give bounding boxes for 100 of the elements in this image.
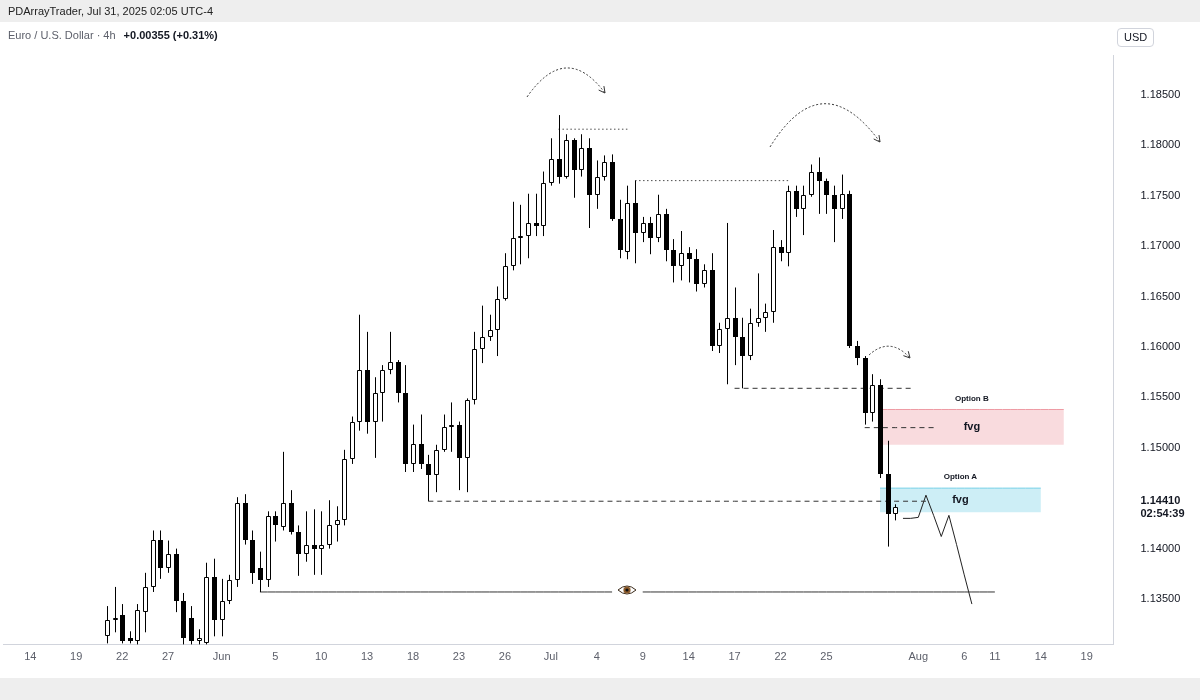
candlestick <box>488 314 493 342</box>
candlestick <box>702 263 707 288</box>
candlestick <box>557 114 562 185</box>
candlestick <box>656 194 661 243</box>
chart-title: Euro / U.S. Dollar · 4h <box>8 29 116 41</box>
x-tick-label: 19 <box>1080 650 1093 663</box>
x-tick-label: 6 <box>961 650 968 663</box>
candlestick <box>679 230 684 281</box>
candlestick <box>817 156 822 215</box>
candlestick <box>258 551 263 593</box>
candlestick <box>595 159 600 210</box>
candlestick <box>465 397 470 493</box>
y-tick-label: 1.16500 <box>1140 289 1181 302</box>
x-tick-label: 19 <box>70 650 83 663</box>
y-tick-label: 1.15500 <box>1140 390 1181 403</box>
x-tick-label: Jun <box>212 650 231 663</box>
candlestick <box>151 529 156 593</box>
chart-subtitle: +0.00355 (+0.31%) <box>123 29 218 41</box>
x-tick-label: 13 <box>361 650 374 663</box>
text: PDArrayTrader, Jul 31, 2025 02:05 UTC-4 <box>8 5 214 17</box>
candlestick <box>602 154 607 182</box>
candlestick <box>342 449 347 526</box>
candlestick <box>266 510 271 588</box>
x-tick-label: 26 <box>498 650 512 663</box>
candlestick <box>380 364 385 423</box>
candlestick <box>870 373 875 423</box>
candlestick <box>357 314 362 432</box>
x-tick-label: Jul <box>543 650 558 663</box>
y-tick-label: 1.18500 <box>1140 87 1181 100</box>
candlestick <box>840 174 845 220</box>
series-label: fvg <box>963 420 981 433</box>
candlestick <box>809 163 814 198</box>
candlestick <box>771 229 776 324</box>
candlestick <box>319 510 324 576</box>
candlestick <box>143 572 148 633</box>
candlestick <box>495 285 500 357</box>
candlestick <box>273 510 278 543</box>
candlestick <box>763 303 768 333</box>
candlestick <box>541 171 546 237</box>
candlestick <box>442 414 447 453</box>
x-tick-label: 14 <box>682 650 695 663</box>
candlestick <box>786 185 791 267</box>
candlestick <box>779 239 784 262</box>
candlestick <box>641 216 646 243</box>
candlestick <box>135 603 140 645</box>
candlestick <box>748 308 753 361</box>
y-axis-title: USD <box>1117 28 1155 47</box>
candlestick <box>717 322 722 354</box>
annotation: Option B <box>954 393 989 403</box>
series-label: fvg <box>952 493 969 506</box>
candlestick <box>327 499 332 550</box>
candlestick <box>725 222 730 385</box>
candlestick <box>388 331 393 375</box>
candlestick <box>526 193 531 259</box>
candlestick <box>549 137 554 187</box>
x-tick-label: Aug <box>908 650 929 663</box>
candlestick <box>534 193 539 237</box>
candlestick <box>564 133 569 180</box>
candlestick <box>472 331 477 405</box>
y-tick-label: 1.13500 <box>1140 592 1181 605</box>
candlestick <box>687 246 692 283</box>
y-tick-label: 1.18000 <box>1140 138 1181 151</box>
candlestick <box>335 505 340 543</box>
candlestick <box>304 510 309 563</box>
candlestick <box>426 454 431 502</box>
x-tick-label: 5 <box>272 650 279 663</box>
candlestick <box>235 496 240 588</box>
candlestick <box>480 305 485 364</box>
x-tick-label: 14 <box>1034 650 1047 663</box>
x-tick-label: 11 <box>989 650 1001 663</box>
candlestick <box>518 204 523 265</box>
candlestick <box>756 272 761 328</box>
y-tick-label: 1.14410 02:54:39 <box>1140 493 1185 519</box>
candlestick <box>832 185 837 243</box>
candlestick <box>350 416 355 465</box>
x-tick-label: 14 <box>24 650 37 663</box>
candlestick <box>801 185 806 236</box>
candlestick <box>625 185 630 260</box>
x-tick-label: 25 <box>820 650 833 663</box>
candlestick <box>227 574 232 605</box>
x-tick-label: 10 <box>315 650 328 663</box>
x-tick-label: 17 <box>728 650 741 663</box>
candlestick <box>312 508 317 576</box>
candlestick <box>105 605 110 644</box>
annotation: Option A <box>943 472 978 482</box>
x-tick-label: 22 <box>774 650 787 663</box>
y-tick-label: 1.16000 <box>1140 340 1181 353</box>
y-tick-label: 1.17500 <box>1140 188 1181 201</box>
candlestick <box>579 133 584 178</box>
candlestick <box>411 424 416 473</box>
candlestick <box>281 451 286 531</box>
candlestick <box>166 540 171 574</box>
x-tick-label: 18 <box>406 650 420 663</box>
y-tick-label: 1.15000 <box>1140 440 1181 453</box>
candlestick <box>220 578 225 637</box>
x-tick-label: 27 <box>161 650 175 663</box>
x-tick-label: 22 <box>116 650 129 663</box>
candlestick <box>113 586 118 633</box>
candlestick <box>740 317 745 389</box>
x-tick-label: 9 <box>639 650 646 663</box>
